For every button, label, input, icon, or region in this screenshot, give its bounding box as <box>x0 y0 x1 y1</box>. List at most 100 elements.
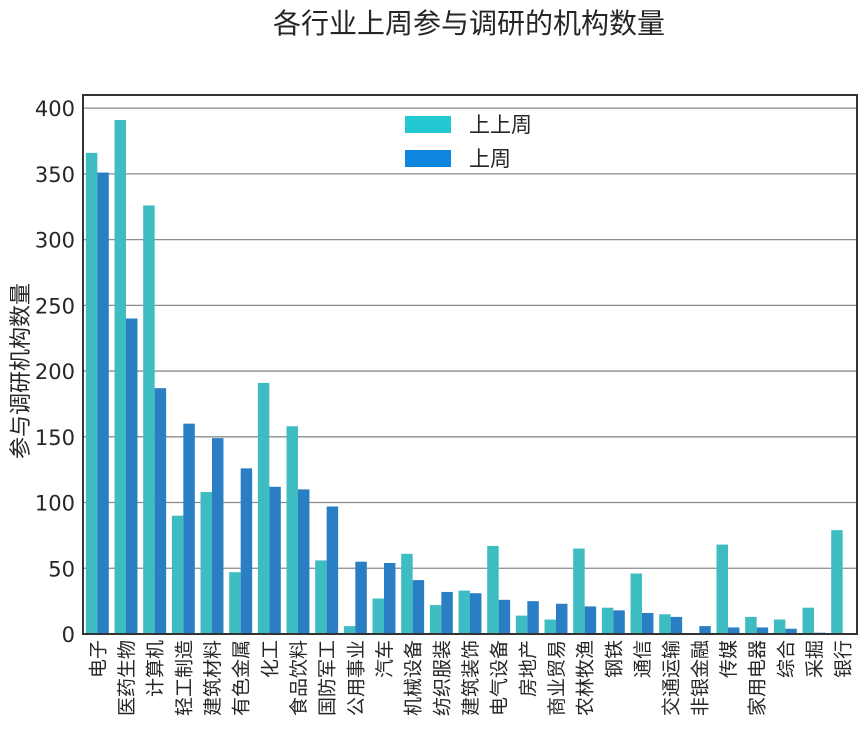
bar-last-week-16 <box>556 603 568 634</box>
bar-last-week-10 <box>384 563 396 634</box>
bar-last-week-12 <box>441 591 453 634</box>
bar-prev-week-25 <box>802 607 814 634</box>
bar-last-week-3 <box>183 423 195 634</box>
x-tick-label: 钢铁 <box>603 640 625 678</box>
bar-prev-week-12 <box>429 605 442 634</box>
bar-prev-week-20 <box>659 614 671 634</box>
bar-last-week-15 <box>527 601 539 634</box>
x-tick-label: 医药生物 <box>116 640 138 716</box>
bar-last-week-11 <box>412 580 425 634</box>
x-tick-label: 建筑材料 <box>202 640 224 716</box>
bar-last-week-18 <box>613 610 625 634</box>
gridlines <box>83 107 857 635</box>
y-tick-label: 100 <box>35 492 75 516</box>
x-tick-label: 家用电器 <box>747 640 769 716</box>
bar-last-week-7 <box>298 489 310 634</box>
bar-last-week-13 <box>470 593 482 634</box>
x-tick-label: 有色金属 <box>231 640 253 716</box>
bar-last-week-6 <box>269 486 281 634</box>
x-tick-label: 计算机 <box>145 640 167 697</box>
bar-prev-week-5 <box>229 572 241 634</box>
x-tick-label: 商业贸易 <box>546 640 568 716</box>
bar-last-week-2 <box>154 388 167 634</box>
bar-prev-week-3 <box>171 515 184 634</box>
bar-prev-week-1 <box>114 119 126 635</box>
bar-last-week-5 <box>240 468 253 634</box>
bar-last-week-0 <box>97 172 109 634</box>
x-tick-label: 纺织服装 <box>431 640 453 716</box>
bar-prev-week-24 <box>773 619 786 634</box>
bar-last-week-20 <box>670 616 683 634</box>
bar-prev-week-2 <box>143 205 155 635</box>
x-tick-label: 电气设备 <box>489 640 511 716</box>
y-tick-label: 150 <box>35 426 75 450</box>
x-tick-label: 建筑装饰 <box>460 640 482 716</box>
bar-prev-week-23 <box>745 616 757 634</box>
legend-swatch <box>405 116 451 133</box>
x-tick-label: 机械设备 <box>403 640 425 716</box>
x-tick-label: 传媒 <box>718 640 740 678</box>
x-tick-label: 电子 <box>87 640 109 678</box>
x-tick-label: 银行 <box>833 640 855 678</box>
x-tick-label: 食品饮料 <box>288 640 310 716</box>
x-tick-label: 化工 <box>259 640 281 678</box>
x-tick-label: 通信 <box>632 640 654 678</box>
x-tick-label: 公用事业 <box>345 640 367 716</box>
y-tick-label: 250 <box>35 294 75 318</box>
x-tick-label: 交通运输 <box>661 640 683 716</box>
y-tick-label: 0 <box>62 623 75 647</box>
bar-prev-week-8 <box>315 560 327 634</box>
y-tick-label: 50 <box>48 557 75 581</box>
y-tick-labels: 0 50 100 150 200 250 300 350 400 <box>35 97 75 647</box>
y-tick-label: 350 <box>35 163 75 187</box>
x-tick-label: 非银金融 <box>689 640 711 716</box>
bar-prev-week-10 <box>372 598 384 634</box>
y-tick-label: 300 <box>35 229 75 253</box>
bar-prev-week-19 <box>630 573 642 634</box>
plot-frame <box>82 94 858 635</box>
y-axis-label: 参与调研机构数量 <box>9 283 34 459</box>
bar-prev-week-13 <box>458 590 470 634</box>
legend-label: 上上周 <box>469 113 532 137</box>
bar-last-week-24 <box>785 628 797 634</box>
bar-prev-week-7 <box>286 426 298 634</box>
bar-last-week-22 <box>728 627 740 634</box>
bar-prev-week-0 <box>85 152 98 634</box>
bar-prev-week-15 <box>515 615 528 634</box>
x-tick-label: 轻工制造 <box>173 640 195 716</box>
x-tick-label: 农林牧渔 <box>575 640 597 716</box>
bar-prev-week-26 <box>831 530 843 634</box>
bar-last-week-17 <box>584 606 597 634</box>
legend-label: 上周 <box>469 147 511 171</box>
legend-item-1[interactable]: 上周 <box>405 147 511 171</box>
bar-prev-week-11 <box>401 553 413 634</box>
x-tick-label: 汽车 <box>374 640 396 678</box>
y-tick-label: 200 <box>35 360 75 384</box>
x-tick-label: 房地产 <box>517 640 539 697</box>
bar-last-week-14 <box>498 599 511 634</box>
bar-prev-week-4 <box>200 492 212 634</box>
legend-swatch <box>405 150 451 167</box>
bars <box>85 119 843 635</box>
bar-last-week-23 <box>756 627 769 634</box>
legend-item-0[interactable]: 上上周 <box>405 113 532 137</box>
bar-prev-week-22 <box>716 544 728 634</box>
y-tick-label: 400 <box>35 97 75 121</box>
bar-last-week-9 <box>355 561 367 634</box>
x-tick-label: 综合 <box>775 640 797 678</box>
bar-last-week-8 <box>326 506 339 634</box>
chart-title: 各行业上周参与调研的机构数量 <box>273 7 665 40</box>
bar-last-week-4 <box>212 438 224 634</box>
axes <box>82 94 858 635</box>
x-tick-labels: 电子 医药生物 计算机 轻工制造 建筑材料 有色金属 化工 食品饮料 国防军工 公用事业 汽车 机械设… <box>87 640 854 716</box>
x-tick-label: 采掘 <box>804 640 826 678</box>
bar-last-week-19 <box>642 612 654 634</box>
bar-prev-week-16 <box>544 619 556 634</box>
x-tick-label: 国防军工 <box>317 640 339 716</box>
bar-last-week-1 <box>126 318 138 634</box>
bar-prev-week-18 <box>601 607 614 634</box>
bar-prev-week-6 <box>257 382 270 634</box>
